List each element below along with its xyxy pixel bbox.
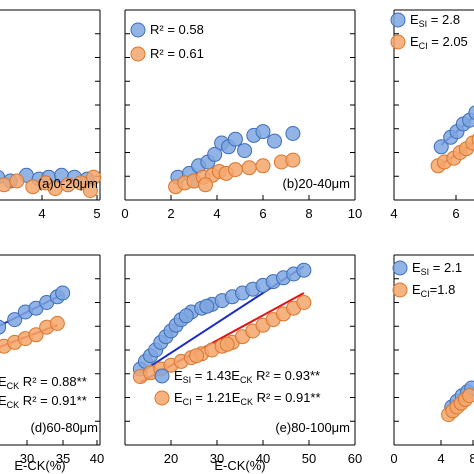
point-si [55,285,71,301]
point-si [0,319,7,335]
panel-label: (e)80-100μm [275,420,350,435]
point-si [199,298,215,314]
point-ci [189,348,205,364]
x-axis-label: E-CK(%) [14,458,65,473]
x-tick-label: 4 [38,206,45,221]
legend-marker-si [154,368,170,384]
x-tick-label: 0 [390,451,397,466]
x-tick-label: 35 [56,451,70,466]
panel-6: 0 4 8 ESI = 2.1 ECI=1.8 [390,254,474,466]
x-tick-label: 30 [20,451,34,466]
point-ci [255,158,271,174]
point-si [255,124,271,140]
point-si [285,126,301,141]
point-ci [9,173,25,189]
legend-entry: ESI = 1.43ECK R² = 0.93** [174,368,320,385]
panel-label: (a)0-20μm [38,176,98,191]
point-ci [285,152,301,168]
point-ci [82,183,98,198]
panel-3: 4 6 ESI = 2.8 ECI = 2.05 [390,9,474,221]
legend-entry: ECI=1.8 [412,282,455,299]
panel-2: 0 2 4 6 8 10 (b)20-40μm R² = 0.58 R² = 0.61 [121,9,362,221]
x-tick-label: 20 [164,451,178,466]
legend-marker-ci [130,46,146,62]
legend-entry: R² = 0.61 [150,46,204,61]
x-tick-label: 60 [348,451,362,466]
point-ci [49,315,65,331]
x-tick-label: 6 [259,206,266,221]
x-axis-label: E-CK(%) [214,458,265,473]
x-tick-label: 40 [90,451,104,466]
panel-label: (d)60-80μm [31,420,98,435]
legend-entry: R² = 0.58 [150,22,204,37]
point-si [468,105,474,120]
panel-label: (b)20-40μm [283,176,350,191]
point-si [267,133,282,149]
x-tick-label: 4 [437,451,444,466]
legend-marker-ci [390,34,406,50]
point-si [178,308,194,324]
legend-marker-ci [154,390,170,406]
point-ci [198,177,213,193]
point-ci [0,177,12,193]
point-ci [241,160,257,176]
point-ci [296,295,312,310]
x-tick-label: 4 [390,206,397,221]
x-tick-label: 4 [213,206,220,221]
point-si [7,312,23,328]
point-ci [227,162,243,178]
legend-marker-ci [392,282,408,298]
x-tick-label: 50 [302,451,316,466]
legend-marker-si [392,260,408,276]
legend-entry: ESI = 2.8 [410,12,460,29]
x-tick-label: 10 [348,206,362,221]
legend-entry: ESI = 2.1 [412,260,462,277]
x-tick-label: 30 [210,451,224,466]
legend-entry: ECK R² = 0.91** [0,393,87,410]
point-ci [462,388,474,404]
x-tick-label: 40 [256,451,270,466]
point-ci [219,336,235,352]
x-tick-label: 0 [121,206,128,221]
x-tick-label: 5 [93,206,100,221]
x-tick-label: 8 [469,451,474,466]
legend-entry: ECI = 1.21ECK R² = 0.91** [174,390,321,407]
x-tick-label: 8 [305,206,312,221]
legend-entry: ECK R² = 0.88** [0,374,87,391]
panel-5: 20 30 40 50 60 E-CK(%) (e)80-100μm ESI = 1.43EC… [124,254,362,473]
point-ci [28,327,44,343]
point-si [296,262,312,278]
x-tick-label: 6 [452,206,459,221]
point-si [207,146,223,162]
point-si [227,131,243,147]
point-si [237,143,253,159]
panel-1: 4 5 (a)0-20μm [0,9,102,221]
legend-marker-si [390,12,406,28]
plot-frame [0,254,101,446]
point-si [433,139,449,155]
legend-marker-si [130,22,146,38]
x-tick-label: 2 [167,206,174,221]
legend-entry: ECI = 2.05 [410,34,468,51]
